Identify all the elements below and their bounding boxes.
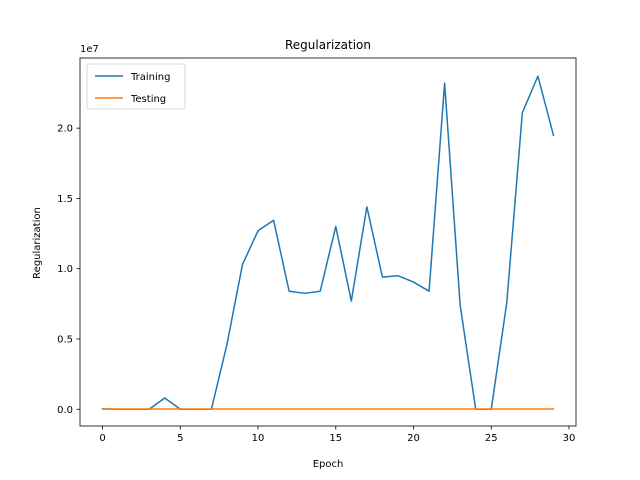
chart-title: Regularization <box>285 38 371 52</box>
x-tick-label: 0 <box>99 433 105 444</box>
x-tick-label: 30 <box>563 433 576 444</box>
y-tick-label: 0.5 <box>57 334 73 345</box>
legend: Training Testing <box>86 63 186 110</box>
y-tick-label: 2.0 <box>57 124 73 135</box>
y-offset-label: 1e7 <box>80 44 99 55</box>
x-tick-label: 20 <box>407 433 420 444</box>
y-tick-label: 1.5 <box>57 194 73 205</box>
y-axis: 0.0 0.5 1.0 1.5 2.0 <box>57 124 80 416</box>
legend-label-testing: Testing <box>130 94 166 105</box>
legend-label-training: Training <box>130 72 170 83</box>
y-tick-label: 1.0 <box>57 264 73 275</box>
series-layer <box>101 75 555 411</box>
x-tick-label: 5 <box>177 433 183 444</box>
axes-frame <box>79 57 577 427</box>
x-tick-label: 25 <box>485 433 498 444</box>
x-axis: 0 5 10 15 20 25 30 <box>99 426 575 444</box>
x-axis-title: Epoch <box>313 459 344 470</box>
y-tick-label: 0.0 <box>57 405 73 416</box>
x-tick-label: 10 <box>252 433 265 444</box>
x-tick-label: 15 <box>329 433 342 444</box>
y-axis-title: Regularization <box>32 207 43 279</box>
